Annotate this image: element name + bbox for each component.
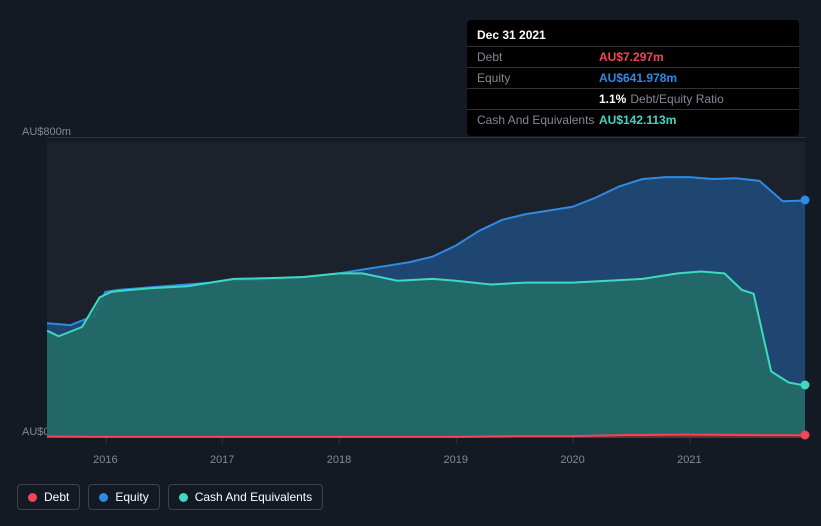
tooltip-row: 1.1%Debt/Equity Ratio — [467, 88, 799, 109]
tooltip-row-value: 1.1%Debt/Equity Ratio — [599, 92, 724, 106]
tooltip-date: Dec 31 2021 — [467, 26, 799, 46]
tooltip-row-label: Debt — [477, 50, 599, 64]
legend-label: Debt — [44, 490, 69, 504]
chart-top-gridline — [47, 137, 805, 138]
tooltip-row-value: AU$641.978m — [599, 71, 677, 85]
x-axis-tick: 2017 — [210, 454, 234, 466]
legend-label: Cash And Equivalents — [195, 490, 312, 504]
x-axis-tick: 2019 — [444, 454, 468, 466]
x-axis-tick: 2018 — [327, 454, 351, 466]
tooltip-row: DebtAU$7.297m — [467, 46, 799, 67]
chart-tooltip: Dec 31 2021 DebtAU$7.297mEquityAU$641.97… — [467, 20, 799, 136]
legend-label: Equity — [115, 490, 148, 504]
x-axis-tick: 2021 — [677, 454, 701, 466]
series-end-marker — [801, 196, 810, 205]
legend-item[interactable]: Cash And Equivalents — [168, 484, 323, 510]
legend-swatch — [99, 493, 108, 502]
chart-plot-area — [47, 142, 805, 438]
chart-legend: Debt Equity Cash And Equivalents — [17, 484, 323, 510]
tooltip-row-label: Equity — [477, 71, 599, 85]
legend-item[interactable]: Debt — [17, 484, 80, 510]
tooltip-row-label — [477, 92, 599, 106]
legend-item[interactable]: Equity — [88, 484, 159, 510]
x-axis-tick: 2020 — [560, 454, 584, 466]
legend-swatch — [179, 493, 188, 502]
y-axis-min-label: AU$0 — [22, 426, 50, 438]
series-end-marker — [801, 381, 810, 390]
tooltip-row-value: AU$7.297m — [599, 50, 664, 64]
x-axis: 2016 2017 2018 2019 2020 2021 — [47, 438, 805, 468]
tooltip-row: EquityAU$641.978m — [467, 67, 799, 88]
legend-swatch — [28, 493, 37, 502]
x-axis-tick: 2016 — [93, 454, 117, 466]
balance-chart: AU$800m AU$0 201620172018201920202021 — [17, 124, 805, 474]
